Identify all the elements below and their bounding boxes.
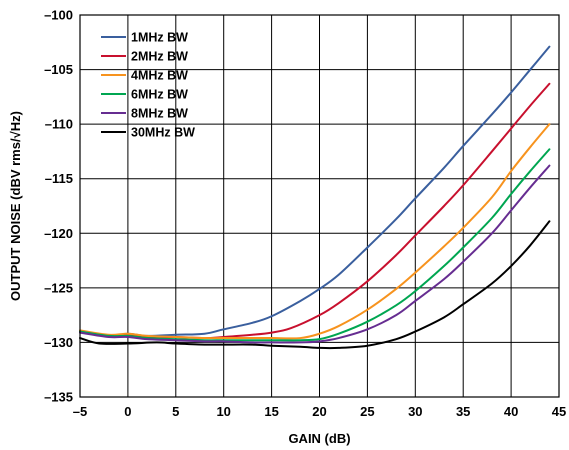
legend-label: 6MHz BW — [131, 88, 188, 102]
legend-label: 8MHz BW — [131, 107, 188, 121]
x-tick-label: 25 — [360, 404, 374, 419]
legend-label: 2MHz BW — [131, 50, 188, 64]
series-line-30mhz-bw — [79, 220, 551, 350]
y-tick-label: –115 — [45, 171, 73, 186]
x-tick-label: 15 — [264, 404, 278, 419]
x-tick-label: 30 — [408, 404, 422, 419]
x-tick-labels: –5 0 5 10 15 20 25 30 35 40 45 — [73, 404, 566, 419]
series-line-6mhz-bw — [79, 148, 551, 342]
x-tick-label: 10 — [216, 404, 230, 419]
y-tick-label: –110 — [45, 117, 73, 132]
y-tick-label: –125 — [44, 280, 73, 295]
plot-frame — [79, 14, 560, 398]
legend: 1MHz BW 2MHz BW 4MHz BW 6MHz BW 8MHz BW 30MHz… — [101, 31, 195, 140]
x-tick-label: 40 — [504, 404, 518, 419]
x-tick-label: 35 — [456, 404, 470, 419]
x-axis-label: GAIN (dB) — [288, 431, 350, 446]
legend-label: 4MHz BW — [131, 69, 188, 83]
series-lines — [79, 45, 551, 350]
x-tick-label: 5 — [172, 404, 179, 419]
legend-label: 30MHz BW — [131, 126, 195, 140]
series-line-4mhz-bw — [79, 123, 551, 340]
y-axis-label: OUTPUT NOISE (dBV rms/√Hz) — [8, 111, 23, 301]
y-tick-labels: –100 –105 –110 –115 –120 –125 –130 –135 — [44, 8, 73, 405]
x-tick-label: –5 — [73, 404, 87, 419]
series-line-8mhz-bw — [79, 164, 551, 344]
x-tick-label: 20 — [312, 404, 326, 419]
y-tick-label: –135 — [44, 390, 73, 405]
y-tick-label: –100 — [44, 8, 73, 23]
y-tick-label: –120 — [44, 226, 73, 241]
x-tick-label: 45 — [552, 404, 566, 419]
y-tick-label: –105 — [44, 62, 73, 77]
legend-label: 1MHz BW — [131, 31, 188, 45]
y-tick-label: –130 — [44, 335, 73, 350]
x-tick-label: 0 — [124, 404, 131, 419]
